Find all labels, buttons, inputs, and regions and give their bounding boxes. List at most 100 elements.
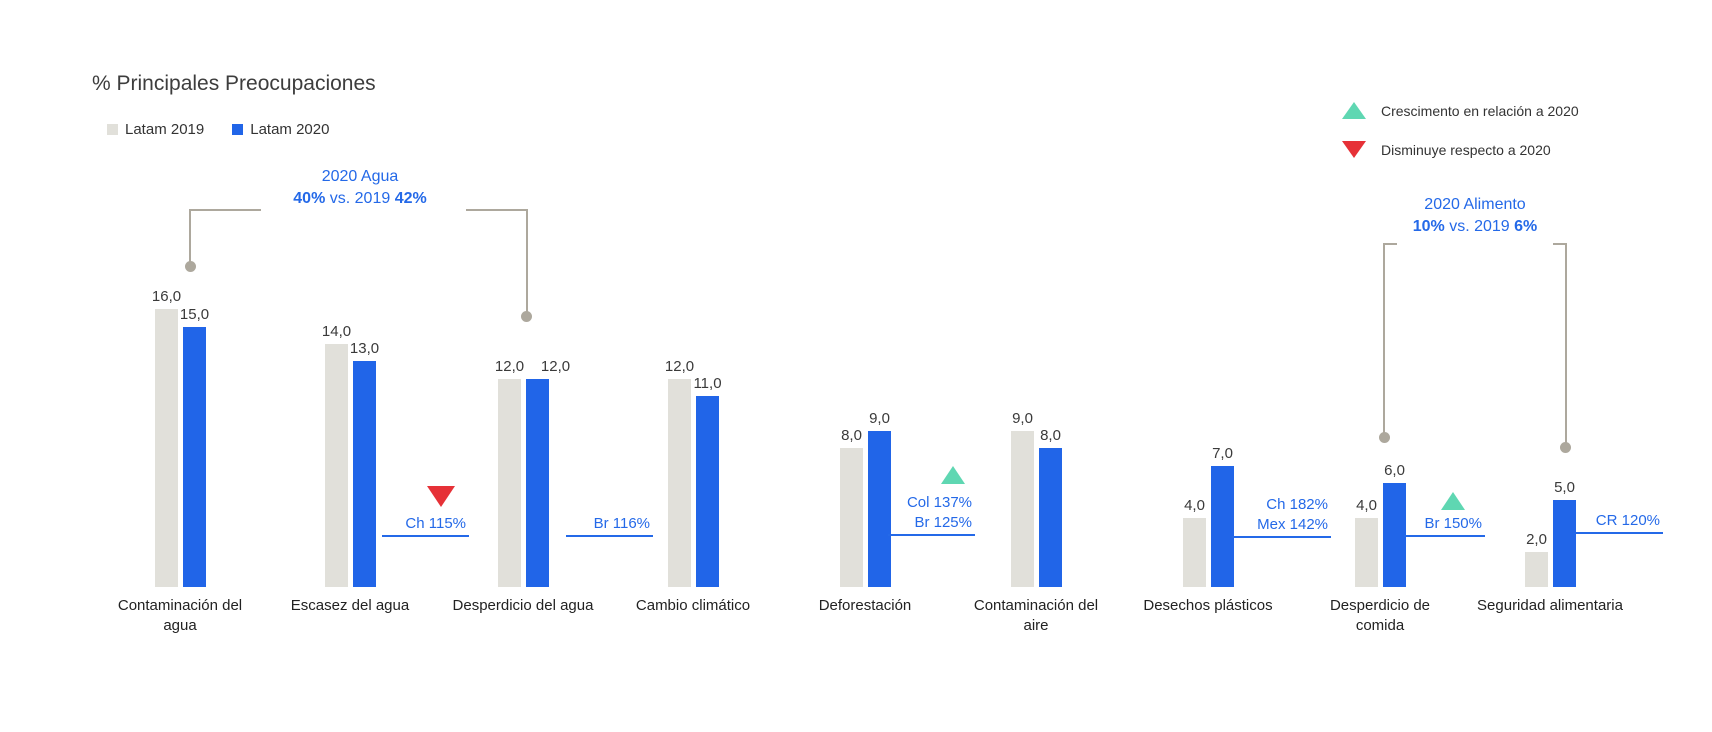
triangle-down-icon — [427, 486, 455, 507]
country-note-ch-115: Ch 115% — [382, 514, 469, 537]
bar-latam-2020 — [696, 396, 719, 587]
legend-swatch-2020-icon — [232, 124, 244, 135]
bar-latam-2020 — [353, 361, 376, 587]
category-label: Seguridad alimentaria — [1477, 597, 1623, 614]
bar-latam-2019 — [668, 379, 691, 587]
bar-latam-2019 — [1525, 552, 1548, 587]
callout-alimento-title: 2020 Alimento — [1424, 196, 1526, 213]
connector-line — [1553, 243, 1567, 245]
legend-label-latam-2020: Latam 2020 — [250, 121, 330, 138]
connector-dot — [185, 261, 196, 272]
value-label-2019: 4,0 — [1356, 497, 1377, 514]
callout-agua-comparison: 40% vs. 2019 42% — [250, 188, 470, 210]
callout-alimento-comparison: 10% vs. 2019 6% — [1365, 216, 1585, 238]
chart-title: % Principales Preocupaciones — [92, 72, 376, 95]
value-label-2019: 4,0 — [1184, 497, 1205, 514]
bar-latam-2019 — [1355, 518, 1378, 587]
value-label-2020: 13,0 — [349, 340, 380, 357]
bar-latam-2019 — [1011, 431, 1034, 587]
category-label: Contaminación del aire — [973, 597, 1099, 634]
category-label: Contaminación del agua — [117, 597, 243, 634]
value-label-2019: 14,0 — [321, 323, 352, 340]
country-note-line: Mex 142% — [1257, 516, 1328, 533]
value-label-2020: 5,0 — [1554, 479, 1575, 496]
callout-alimento-2019-value: 6% — [1514, 218, 1538, 235]
bar-latam-2019 — [1183, 518, 1206, 587]
bar-latam-2020 — [183, 327, 206, 587]
bar-latam-2020 — [1553, 500, 1576, 587]
value-label-2020: 11,0 — [693, 375, 722, 392]
country-note-line: Br 116% — [593, 515, 650, 532]
triangle-up-icon — [941, 466, 965, 484]
value-label-2020: 9,0 — [869, 410, 890, 427]
country-note-cr-120: CR 120% — [1576, 511, 1663, 534]
category-label: Desechos plásticos — [1143, 597, 1273, 614]
callout-agua-title: 2020 Agua — [321, 168, 399, 185]
country-note-line: Br 125% — [914, 514, 972, 531]
value-label-2019: 12,0 — [664, 358, 695, 375]
country-note-br-116: Br 116% — [566, 514, 653, 537]
value-label-2019: 8,0 — [841, 427, 862, 444]
value-label-2020: 7,0 — [1212, 445, 1233, 462]
value-label-2020: 12,0 — [540, 358, 571, 375]
category-label: Desperdicio del agua — [452, 597, 594, 614]
value-label-2019: 2,0 — [1526, 531, 1547, 548]
connector-line — [466, 209, 528, 211]
bar-latam-2019 — [155, 309, 178, 587]
connector-dot — [1560, 442, 1571, 453]
triangle-up-icon — [1342, 102, 1366, 119]
connector-line — [526, 209, 528, 313]
triangle-up-icon — [1441, 492, 1465, 510]
value-label-2019: 16,0 — [151, 288, 182, 305]
bar-latam-2020 — [868, 431, 891, 587]
legend-label-growth: Crescimento en relación a 2020 — [1381, 102, 1579, 119]
legend-item-latam-2020: Latam 2020 — [232, 121, 329, 138]
value-label-2019: 12,0 — [494, 358, 525, 375]
callout-agua: 2020 Agua 40% vs. 2019 42% — [250, 166, 470, 210]
triangle-down-icon — [1342, 141, 1366, 158]
connector-dot — [521, 311, 532, 322]
callout-agua-vs-text: vs. 2019 — [325, 190, 395, 207]
callout-alimento: 2020 Alimento 10% vs. 2019 6% — [1365, 194, 1585, 238]
callout-agua-2020-value: 40% — [293, 190, 326, 207]
connector-line — [1383, 243, 1397, 245]
bar-latam-2020 — [1211, 466, 1234, 587]
bar-latam-2019 — [840, 448, 863, 587]
callout-agua-2019-value: 42% — [394, 190, 427, 207]
country-note-col-137-br-125: Col 137% Br 125% — [888, 493, 975, 536]
category-label: Escasez del agua — [290, 597, 410, 614]
callout-alimento-2020-value: 10% — [1412, 218, 1445, 235]
connector-line — [189, 209, 261, 211]
bar-latam-2019 — [498, 379, 521, 587]
country-note-line: Ch 115% — [405, 515, 466, 532]
connector-line — [1383, 243, 1385, 433]
legend-item-latam-2019: Latam 2019 — [107, 121, 204, 138]
legend-label-latam-2019: Latam 2019 — [125, 121, 205, 138]
value-label-2020: 15,0 — [179, 306, 210, 323]
category-label: Desperdicio de comida — [1329, 597, 1431, 634]
connector-line — [189, 209, 191, 265]
country-note-line: Br 150% — [1424, 515, 1482, 532]
connector-dot — [1379, 432, 1390, 443]
country-note-line: Ch 182% — [1266, 496, 1328, 513]
country-note-ch-182-mex-142: Ch 182% Mex 142% — [1232, 495, 1331, 538]
bar-latam-2019 — [325, 344, 348, 587]
bar-latam-2020 — [1383, 483, 1406, 587]
legend-item-decline: Disminuye respecto a 2020 — [1342, 141, 1551, 158]
category-label: Cambio climático — [635, 597, 751, 614]
country-note-line: Col 137% — [906, 494, 972, 511]
value-label-2020: 8,0 — [1040, 427, 1061, 444]
category-label: Deforestación — [818, 597, 912, 614]
legend-item-growth: Crescimento en relación a 2020 — [1342, 102, 1579, 119]
bar-latam-2020 — [1039, 448, 1062, 587]
callout-alimento-vs-text: vs. 2019 — [1444, 218, 1515, 235]
series-legend: Latam 2019 Latam 2020 — [107, 121, 329, 138]
connector-line — [1565, 243, 1567, 443]
bar-latam-2020 — [526, 379, 549, 587]
legend-swatch-2019-icon — [107, 124, 118, 135]
value-label-2019: 9,0 — [1012, 410, 1033, 427]
country-note-line: CR 120% — [1595, 512, 1660, 529]
value-label-2020: 6,0 — [1384, 462, 1405, 479]
country-note-br-150: Br 150% — [1404, 514, 1485, 537]
